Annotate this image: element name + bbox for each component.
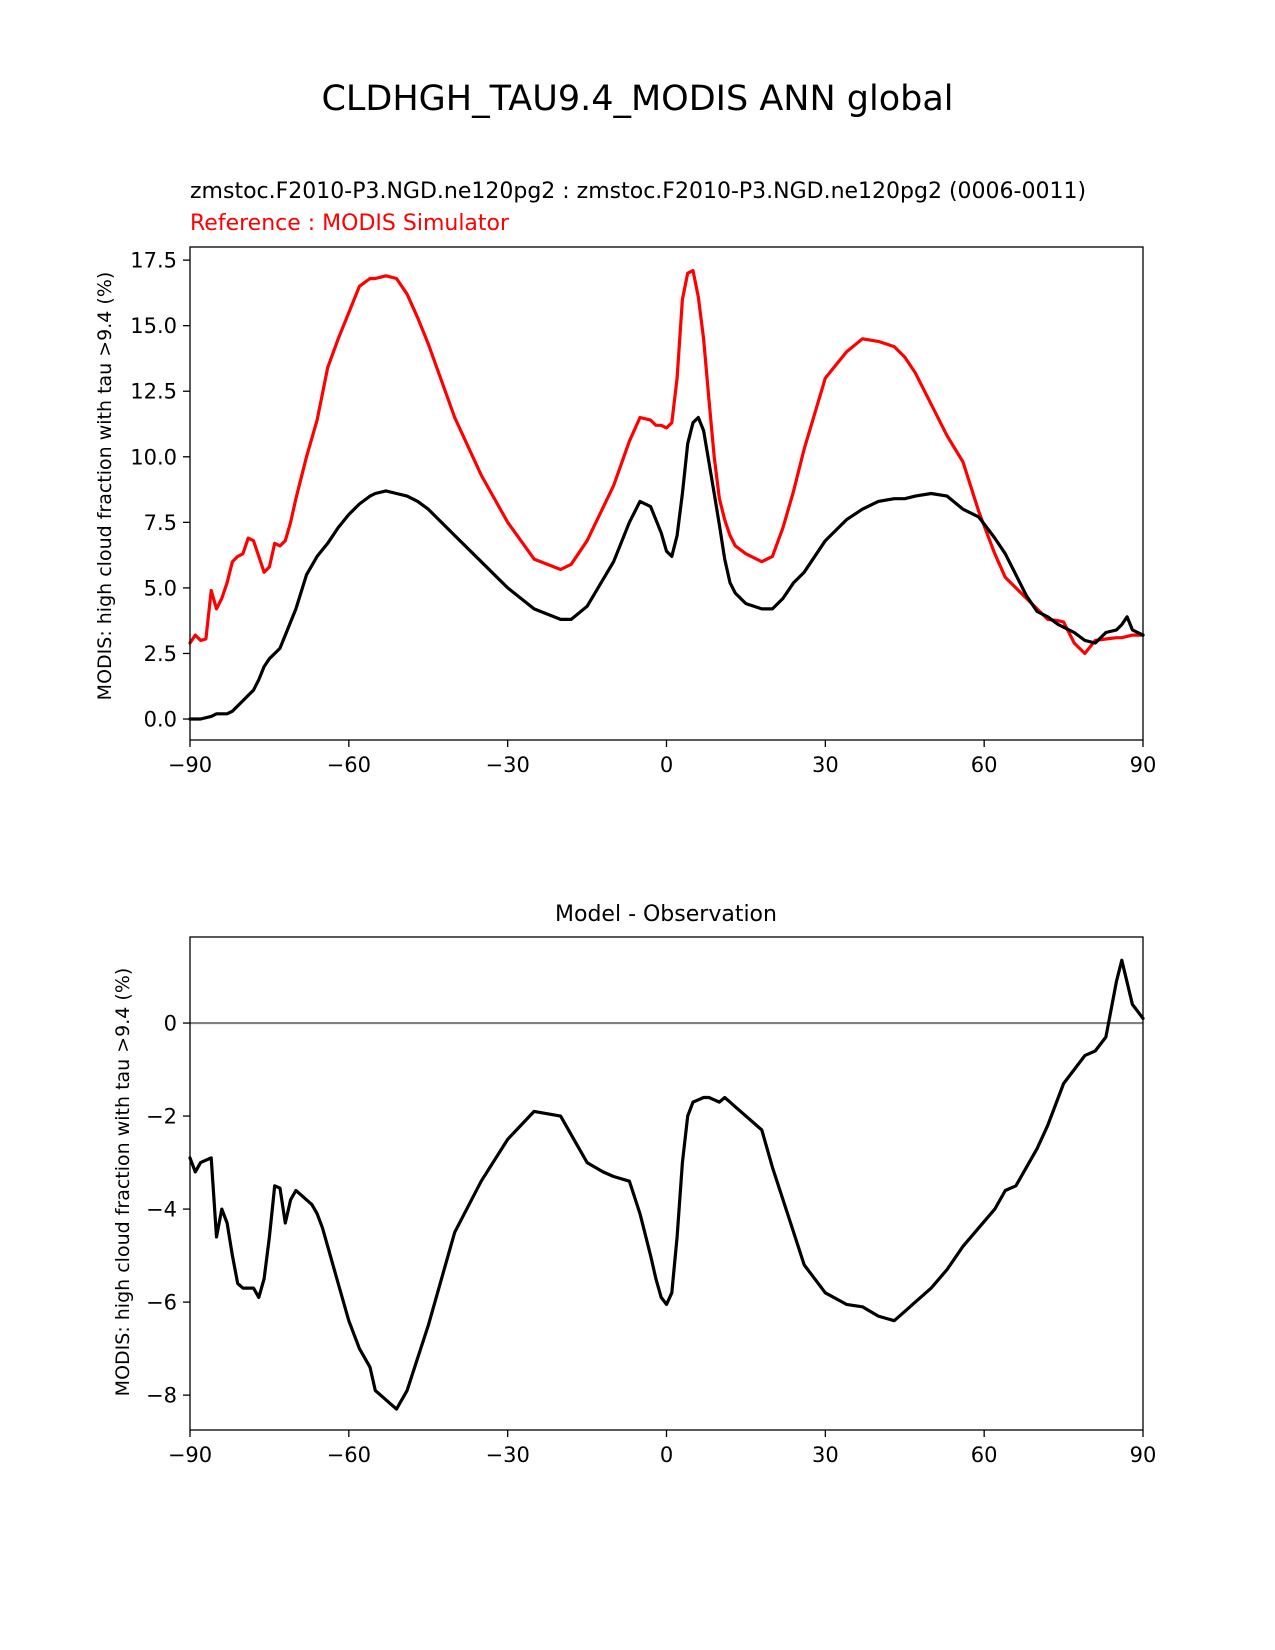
bottom-xtick-label: −90 xyxy=(168,1443,212,1467)
top-ytick-label: 17.5 xyxy=(130,249,177,273)
top-ref-label: Reference : MODIS Simulator xyxy=(190,211,510,236)
bottom-plot-area: −90 −60 −30 0 30 60 90 −8 −6 −4 −2 0 xyxy=(146,936,1157,1467)
top-xtick-label: −60 xyxy=(327,753,371,777)
top-xtick-label: −30 xyxy=(486,753,530,777)
bottom-ytick-label: −6 xyxy=(146,1291,177,1315)
bottom-panel: Model - Observation −90 −60 −30 0 30 60 90−8−6… xyxy=(112,902,1156,1467)
top-ytick-label: 0.0 xyxy=(144,708,177,732)
bottom-axes-frame xyxy=(189,936,1144,1431)
top-ytick-label: 5.0 xyxy=(144,576,177,600)
top-test-label: zmstoc.F2010-P3.NGD.ne120pg2 : zmstoc.F2… xyxy=(190,179,1086,204)
top-ytick-label: 2.5 xyxy=(144,642,177,666)
bottom-xtick-label: 30 xyxy=(812,1443,839,1467)
top-axes-frame xyxy=(189,246,1144,741)
bottom-series-line-0 xyxy=(188,958,1145,1411)
top-xtick-label: 0 xyxy=(660,753,673,777)
bottom-ytick-label: −8 xyxy=(146,1384,177,1408)
top-ytick-label: 12.5 xyxy=(130,380,177,404)
top-series-line-1 xyxy=(188,415,1145,721)
figure-title: CLDHGH_TAU9.4_MODIS ANN global xyxy=(321,79,953,119)
top-xtick-label: 90 xyxy=(1130,753,1157,777)
top-xtick-label: −90 xyxy=(168,753,212,777)
top-ylabel: MODIS: high cloud fraction with tau >9.4… xyxy=(94,272,116,701)
top-panel: zmstoc.F2010-P3.NGD.ne120pg2 : zmstoc.F2… xyxy=(94,179,1156,777)
bottom-xtick-label: −60 xyxy=(327,1443,371,1467)
top-xtick-label: 60 xyxy=(971,753,998,777)
bottom-title: Model - Observation xyxy=(555,902,777,927)
bottom-xtick-label: 90 xyxy=(1130,1443,1157,1467)
bottom-ytick-label: 0 xyxy=(164,1012,177,1036)
top-series-line-0 xyxy=(188,269,1145,656)
top-plot-area: −90 −60 −30 0 30 60 90 0.0 2.5 5.0 7.5 10.0 12.5 15.0… xyxy=(130,246,1157,777)
bottom-ytick-label: −4 xyxy=(146,1198,177,1222)
bottom-ylabel: MODIS: high cloud fraction with tau >9.4… xyxy=(112,968,134,1397)
bottom-xtick-label: 60 xyxy=(971,1443,998,1467)
bottom-ytick-label: −2 xyxy=(146,1105,177,1129)
top-xtick-label: 30 xyxy=(812,753,839,777)
top-ytick-label: 7.5 xyxy=(144,511,177,535)
bottom-xtick-label: −30 xyxy=(486,1443,530,1467)
top-ytick-label: 15.0 xyxy=(130,314,177,338)
bottom-xtick-label: 0 xyxy=(660,1443,673,1467)
top-ytick-label: 10.0 xyxy=(130,445,177,469)
